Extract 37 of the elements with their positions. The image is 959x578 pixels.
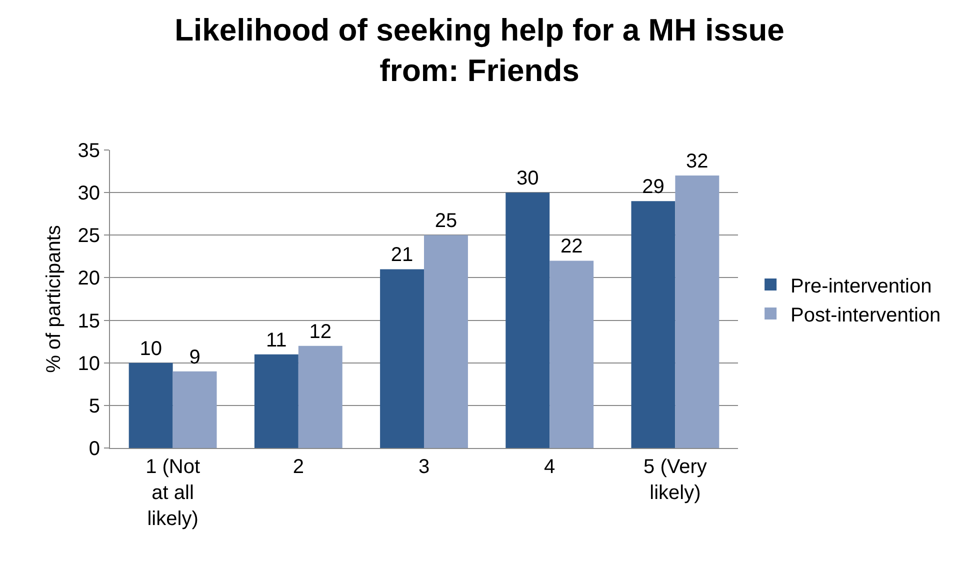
y-tick-label: 5 bbox=[88, 395, 100, 418]
y-tick-label: 35 bbox=[78, 140, 100, 162]
y-tick-label: 20 bbox=[78, 268, 100, 290]
data-label: 10 bbox=[140, 338, 162, 360]
y-tick-label: 15 bbox=[78, 310, 100, 332]
bar bbox=[550, 260, 594, 448]
bar bbox=[254, 354, 298, 448]
x-tick-label: 1 (Not at all likely) bbox=[146, 456, 200, 530]
legend-label: Post-intervention bbox=[790, 304, 941, 326]
bar bbox=[424, 235, 468, 448]
legend-label: Pre-intervention bbox=[790, 275, 932, 298]
x-tick-label: 5 (Very likely) bbox=[644, 456, 707, 504]
bar bbox=[128, 362, 173, 448]
bar bbox=[631, 201, 676, 448]
data-label: 12 bbox=[309, 320, 332, 343]
x-tick-label: 3 bbox=[418, 456, 430, 478]
bar bbox=[380, 269, 424, 448]
data-label: 9 bbox=[189, 346, 200, 368]
bar bbox=[675, 176, 720, 448]
chart-title: Likelihood of seeking help for a MH issue from: Friends bbox=[174, 12, 784, 88]
bar bbox=[172, 371, 217, 448]
y-tick-label: 30 bbox=[78, 182, 100, 205]
y-tick-label: 10 bbox=[78, 352, 100, 375]
data-label: 21 bbox=[390, 244, 414, 266]
bar bbox=[298, 346, 342, 448]
y-tick-label: 25 bbox=[78, 225, 100, 248]
data-label: 30 bbox=[516, 168, 539, 190]
data-label: 25 bbox=[434, 210, 458, 232]
x-tick-label: 2 bbox=[292, 456, 304, 478]
data-label: 22 bbox=[560, 236, 583, 258]
x-tick-label: 4 bbox=[544, 456, 556, 478]
y-axis-title: % of participants bbox=[43, 225, 65, 373]
data-label: 29 bbox=[642, 176, 664, 198]
data-label: 11 bbox=[266, 329, 287, 352]
bar bbox=[506, 192, 550, 448]
data-label: 32 bbox=[686, 150, 708, 173]
y-tick-label: 0 bbox=[88, 438, 100, 460]
